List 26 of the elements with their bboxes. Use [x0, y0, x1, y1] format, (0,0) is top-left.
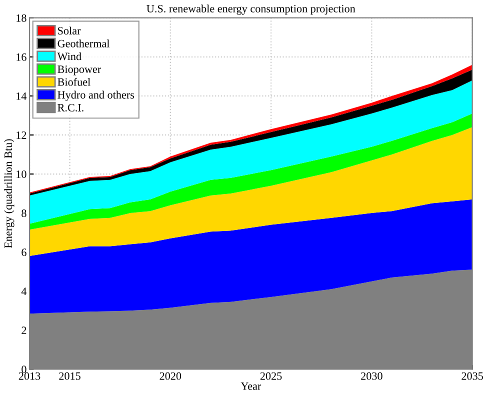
- legend-label: Wind: [57, 52, 82, 60]
- y-tick-label: 18: [16, 14, 26, 22]
- y-tick-label: 4: [21, 288, 27, 295]
- x-tick-label: 2025: [260, 372, 282, 380]
- legend-label: Geothermal: [58, 40, 110, 48]
- x-tick-label: 2015: [59, 372, 80, 380]
- y-tick-label: 0: [22, 366, 26, 374]
- y-tick-label: 6: [22, 248, 26, 256]
- legend-label: Hydro and others: [58, 90, 134, 101]
- y-tick-label: 16: [16, 53, 26, 61]
- x-tick-label: 2030: [361, 372, 382, 380]
- x-tick-label: 2013: [18, 372, 40, 380]
- y-tick-label: 10: [16, 170, 26, 178]
- legend-label: Biopower: [58, 65, 102, 76]
- chart-title: U.S. renewable energy consumption projection: [146, 4, 356, 15]
- legend-label: R.C.I.: [58, 104, 84, 112]
- y-tick-label: 2: [22, 326, 26, 334]
- y-tick-label: 8: [22, 210, 26, 218]
- legend-label: Solar: [58, 26, 81, 35]
- x-tick-label: 2020: [160, 372, 182, 380]
- y-tick-label: 12: [16, 131, 26, 139]
- x-tick-label: 2035: [462, 372, 483, 380]
- legend-label: Biofuel: [58, 78, 90, 86]
- y-tick-label: 14: [16, 92, 27, 100]
- x-axis-title: Year: [240, 382, 262, 390]
- y-axis-title: Energy (quadrillion Btu): [4, 139, 14, 248]
